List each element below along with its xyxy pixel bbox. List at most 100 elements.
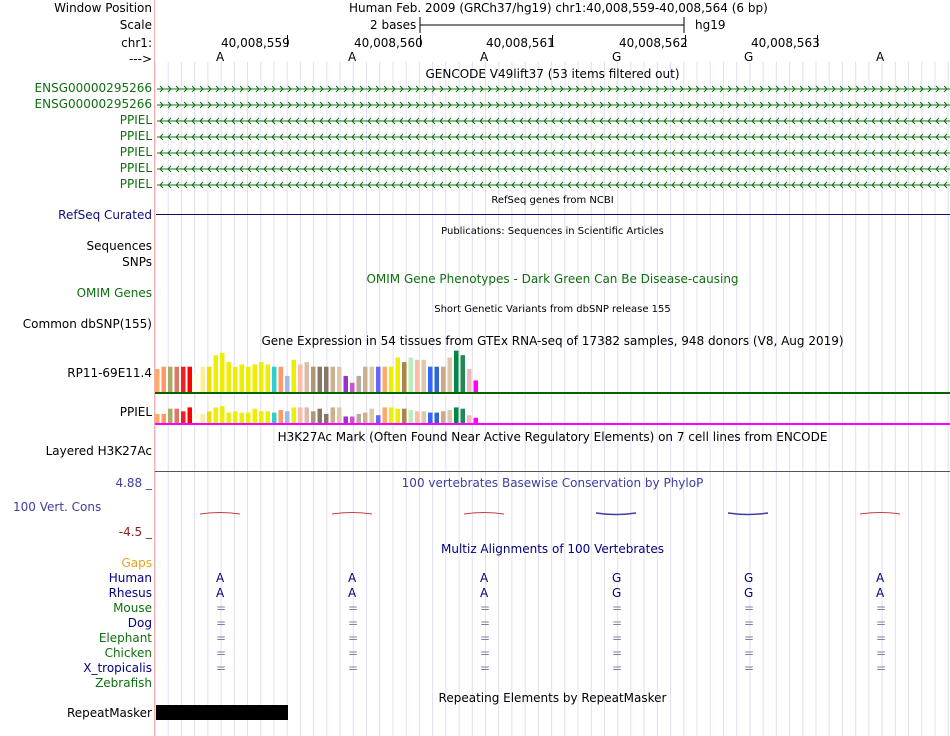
gtex-gene-label-2[interactable]: PPIEL	[119, 405, 152, 419]
gencode-transcript[interactable]	[155, 100, 950, 110]
phylop-score	[331, 512, 373, 515]
gencode-track-label[interactable]: PPIEL	[119, 129, 152, 143]
refseq-label[interactable]: RefSeq Curated	[58, 208, 152, 222]
gencode-transcript[interactable]	[155, 132, 950, 142]
gtex-chart[interactable]	[155, 346, 950, 428]
species-label[interactable]: X_tropicalis	[83, 661, 152, 675]
h3k27ac-label[interactable]: Layered H3K27Ac	[45, 444, 152, 458]
gtex-bar	[155, 369, 160, 392]
gtex-gene-label-1[interactable]: RP11-69E11.4	[67, 366, 152, 380]
gtex-bar	[213, 407, 218, 423]
gtex-bar	[311, 366, 316, 392]
gtex-bar	[161, 413, 166, 423]
gtex-bar	[220, 406, 225, 423]
gtex-bar	[467, 369, 472, 392]
gtex-bar	[363, 412, 368, 423]
gtex-bar	[174, 408, 179, 423]
gtex-bar	[330, 366, 335, 392]
species-label[interactable]: Elephant	[98, 631, 152, 645]
repeatmasker-label[interactable]: RepeatMasker	[66, 706, 152, 720]
gtex-bar	[174, 366, 179, 392]
gtex-bar	[194, 373, 199, 392]
gtex-bar	[402, 408, 407, 423]
alignment-base: =	[612, 646, 623, 660]
ruler-tick	[552, 35, 553, 47]
alignment-base: A	[876, 586, 885, 600]
repeat-element-block[interactable]	[156, 705, 288, 720]
gtex-bar	[441, 411, 446, 423]
gtex-bar	[259, 362, 264, 392]
ruler-position: 40,008,560	[354, 36, 423, 50]
species-label[interactable]: Human	[108, 571, 152, 585]
alignment-base: =	[480, 616, 491, 630]
gaps-label[interactable]: Gaps	[121, 556, 152, 570]
species-label[interactable]: Dog	[127, 616, 152, 630]
gencode-track-label[interactable]: PPIEL	[119, 177, 152, 191]
alignment-base: =	[348, 646, 359, 660]
species-label[interactable]: Chicken	[104, 646, 152, 660]
chrom-label: chr1:	[121, 36, 152, 50]
phylop-max: 4.88 _	[115, 476, 152, 490]
strand-arrows	[159, 165, 948, 173]
gtex-bar	[239, 364, 244, 392]
alignment-base: =	[480, 646, 491, 660]
dbsnp-label[interactable]: Common dbSNP(155)	[22, 317, 152, 331]
gtex-bar	[421, 411, 426, 423]
strand-arrows	[159, 101, 948, 109]
alignment-base: A	[348, 571, 357, 585]
scale-db: hg19	[695, 18, 726, 32]
gtex-bar	[330, 407, 335, 423]
gencode-track-label[interactable]: PPIEL	[119, 145, 152, 159]
gtex-bar	[246, 412, 251, 423]
species-label[interactable]: Rhesus	[108, 586, 152, 600]
species-label[interactable]: Zebrafish	[95, 676, 152, 690]
alignment-base: =	[876, 601, 887, 615]
snps-label[interactable]: SNPs	[122, 255, 152, 269]
phylop-label[interactable]: 100 Vert. Cons	[13, 500, 102, 514]
alignment-base: A	[348, 586, 357, 600]
gtex-bar	[246, 366, 251, 392]
alignment-base: G	[744, 571, 754, 585]
gencode-transcript[interactable]	[155, 84, 950, 94]
phylop-graph[interactable]	[155, 505, 950, 525]
gencode-transcript[interactable]	[155, 180, 950, 190]
alignment-base: =	[876, 616, 887, 630]
gencode-title: GENCODE V49lift37 (53 items filtered out…	[425, 67, 680, 81]
publications-title: Publications: Sequences in Scientific Ar…	[441, 226, 664, 237]
ruler-position: 40,008,559	[221, 36, 290, 50]
gencode-transcript[interactable]	[155, 116, 950, 126]
alignment-base: =	[612, 601, 623, 615]
gencode-track-label[interactable]: PPIEL	[119, 113, 152, 127]
gtex-bar	[304, 407, 309, 423]
gtex-bar	[467, 415, 472, 423]
base-letter: A	[216, 50, 225, 64]
gtex-bar	[369, 408, 374, 423]
h3k27ac-baseline	[155, 471, 950, 472]
gencode-track-label[interactable]: ENSG00000295266	[34, 97, 152, 111]
gencode-track-label[interactable]: ENSG00000295266	[34, 81, 152, 95]
gtex-bar	[428, 366, 433, 392]
gtex-bar	[356, 375, 361, 392]
gtex-bar	[311, 411, 316, 423]
gtex-bar	[155, 413, 160, 423]
gtex-bar	[317, 366, 322, 392]
refseq-gene-line[interactable]	[156, 214, 950, 215]
gencode-transcript[interactable]	[155, 148, 950, 158]
gtex-bar	[324, 366, 329, 392]
gtex-bar	[434, 412, 439, 423]
omim-label[interactable]: OMIM Genes	[76, 286, 152, 300]
alignment-base: A	[480, 586, 489, 600]
ruler-tick	[287, 35, 288, 47]
gencode-track-label[interactable]: PPIEL	[119, 161, 152, 175]
gtex-bar	[220, 352, 225, 392]
gtex-bar	[226, 412, 231, 423]
publications-label[interactable]: Sequences	[86, 239, 152, 253]
gencode-transcript[interactable]	[155, 164, 950, 174]
strand-arrows	[159, 133, 948, 141]
species-label[interactable]: Mouse	[113, 601, 152, 615]
gtex-bar	[447, 357, 452, 392]
gtex-bar	[376, 366, 381, 392]
gtex-bar	[454, 350, 459, 392]
alignment-base: A	[216, 586, 225, 600]
